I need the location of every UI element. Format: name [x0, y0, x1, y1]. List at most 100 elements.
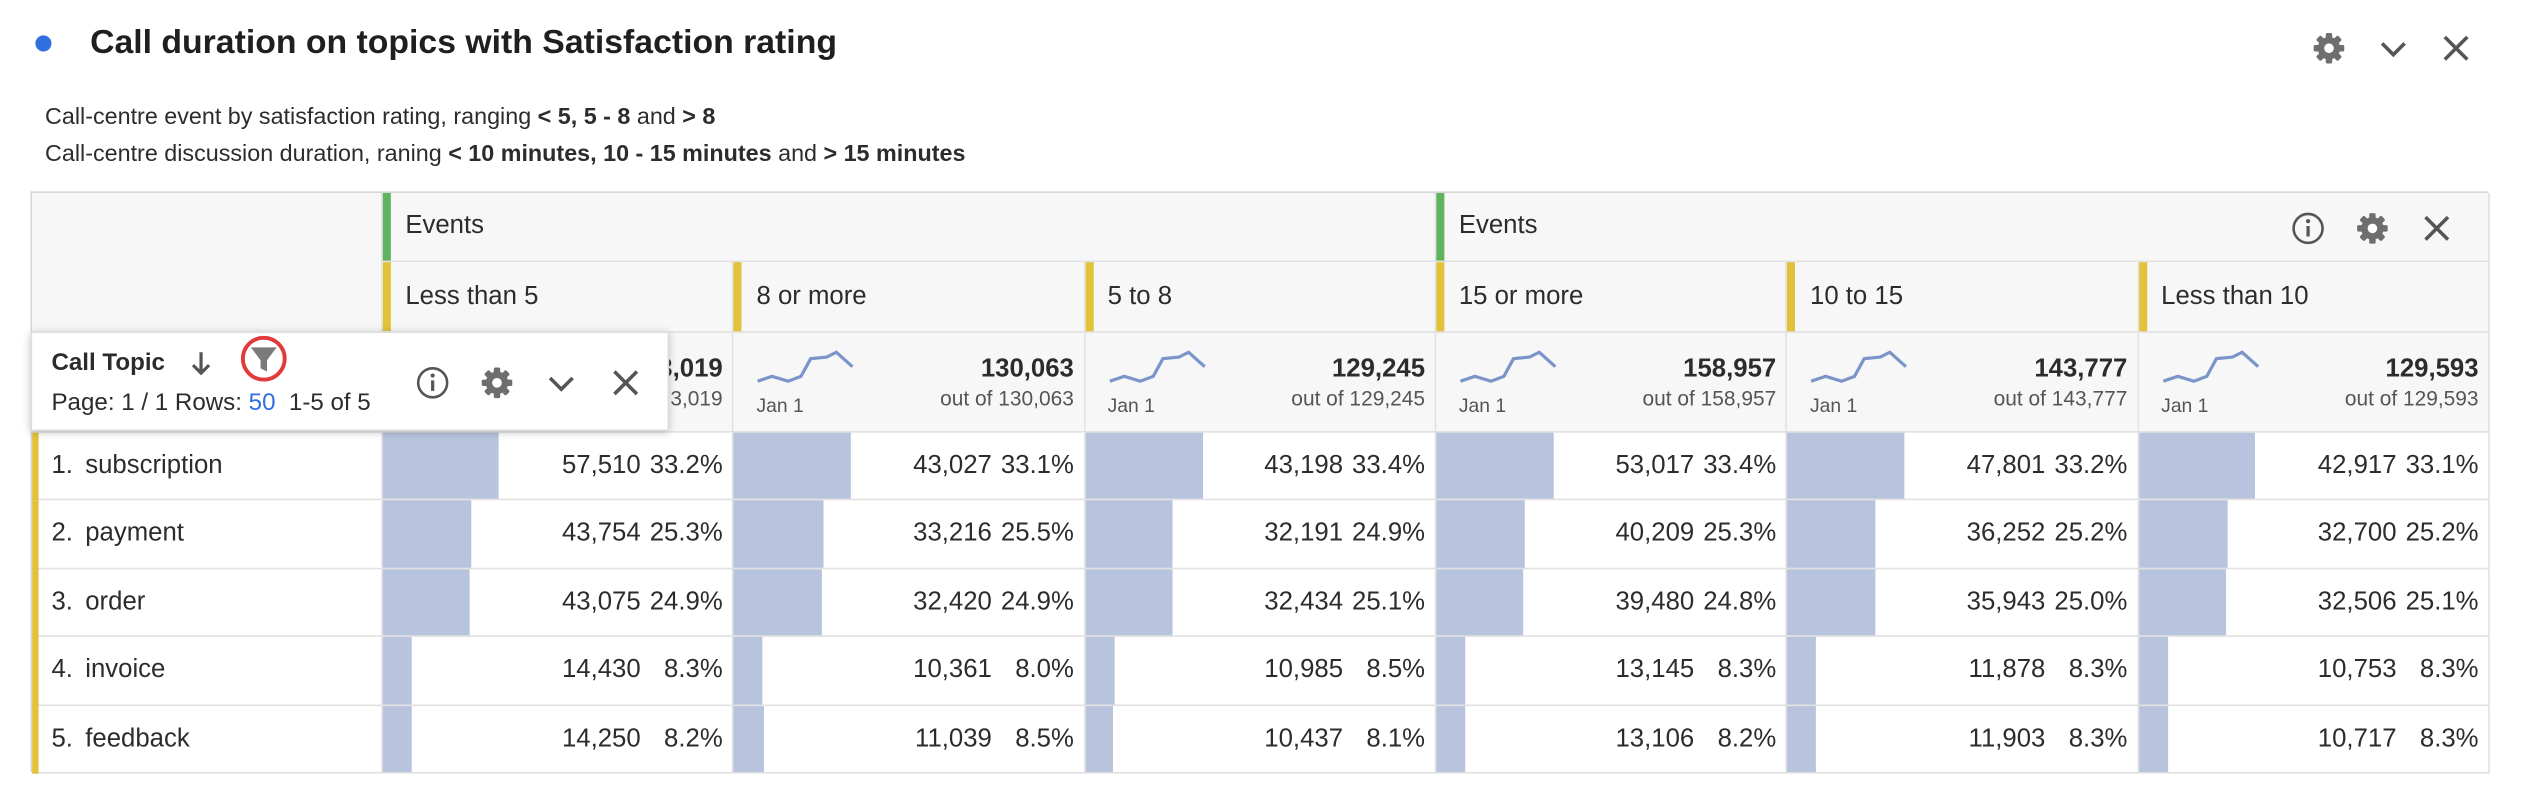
gear-icon[interactable]	[2311, 31, 2346, 66]
dimension-popup: Call Topic Page: 1 / 1 Rows: 50 1-5 of 5	[30, 331, 670, 432]
share-bar	[382, 432, 500, 500]
total-out-of: out of 129,245	[1291, 386, 1426, 411]
gear-icon[interactable]	[479, 365, 514, 400]
column-color-bar	[733, 262, 743, 332]
column-label: Less than 10	[2161, 283, 2309, 311]
share-bar	[2138, 432, 2255, 500]
cell-value: 43,027	[913, 451, 992, 480]
row-label: invoice	[85, 656, 166, 684]
cell-value: 10,717	[2317, 724, 2397, 753]
data-cell: 43,198 33.4%	[1085, 432, 1437, 501]
data-cell: 10,437 8.1%	[1085, 705, 1437, 774]
column-header: 15 or more	[1436, 262, 1788, 333]
sparkline-start: Jan 1	[1458, 394, 1507, 417]
sparkline-start: Jan 1	[1810, 394, 1858, 417]
cell-share: 24.9%	[1352, 520, 1426, 548]
description-text: and	[771, 141, 824, 168]
row-label: feedback	[85, 724, 190, 753]
cell-value: 10,985	[1264, 656, 1344, 684]
cell-value: 43,075	[561, 588, 641, 616]
column-label: 15 or more	[1458, 283, 1584, 311]
share-bar	[2138, 500, 2228, 568]
filter-icon[interactable]	[240, 335, 288, 383]
cell-share: 8.3%	[2419, 724, 2479, 753]
cell-value: 32,191	[1264, 520, 1344, 548]
cell-value: 10,437	[1264, 724, 1344, 753]
data-cell: 36,252 25.2%	[1787, 500, 2139, 570]
column-total: Jan 1 130,063 out of 130,063	[733, 332, 1086, 433]
cell-share: 8.3%	[2068, 656, 2128, 684]
column-label: 8 or more	[756, 283, 867, 311]
data-cell: 43,075 24.9%	[382, 569, 734, 638]
row-header: 4. invoice	[32, 637, 383, 706]
chevron-icon[interactable]	[2376, 31, 2411, 66]
share-bar	[382, 500, 472, 568]
description-line: Call-centre event by satisfaction rating…	[45, 100, 965, 137]
cell-value: 43,198	[1264, 451, 1344, 480]
cell-share: 25.2%	[2405, 520, 2479, 548]
share-bar	[2138, 637, 2168, 704]
cell-share: 8.3%	[2419, 656, 2479, 684]
cell-value: 32,420	[913, 588, 992, 616]
share-bar	[382, 569, 471, 636]
cell-share: 8.0%	[1015, 656, 1074, 684]
share-bar	[733, 569, 822, 636]
arrow-icon[interactable]	[183, 346, 218, 381]
sparkline-start: Jan 1	[1107, 394, 1155, 417]
cell-value: 11,878	[1968, 656, 2046, 684]
row-label: payment	[85, 520, 184, 548]
rows-value[interactable]: 50	[248, 389, 276, 417]
column-total: Jan 1 129,245 out of 129,245	[1085, 332, 1437, 433]
cell-value: 47,801	[1966, 451, 2046, 480]
column-label: Less than 5	[405, 283, 539, 311]
data-cell: 14,430 8.3%	[382, 637, 734, 706]
data-cell: 32,434 25.1%	[1085, 569, 1437, 638]
data-cell: 42,917 33.1%	[2138, 432, 2490, 501]
data-cell: 47,801 33.2%	[1787, 432, 2139, 501]
dimension-name: Call Topic	[51, 349, 165, 377]
share-bar	[1085, 569, 1174, 636]
sparkline-start: Jan 1	[2161, 394, 2209, 417]
column-label: 10 to 15	[1810, 283, 1904, 311]
row-header: 2. payment	[32, 500, 383, 570]
share-bar	[1436, 637, 1466, 704]
column-label: 5 to 8	[1107, 283, 1173, 311]
total-out-of: out of 143,777	[1993, 386, 2128, 411]
close-icon[interactable]	[608, 365, 643, 400]
group-label: Events	[1458, 212, 1538, 240]
description-line: Call-centre discussion duration, raning …	[45, 137, 965, 174]
gear-icon[interactable]	[2355, 211, 2390, 246]
column-header: Less than 5	[382, 262, 734, 333]
data-cell: 33,216 25.5%	[733, 500, 1086, 570]
data-cell: 13,106 8.2%	[1436, 705, 1788, 774]
cell-value: 10,753	[2317, 656, 2397, 684]
close-icon[interactable]	[2419, 211, 2454, 246]
cell-share: 8.5%	[1015, 724, 1074, 753]
data-cell: 32,420 24.9%	[733, 569, 1086, 638]
data-cell: 32,700 25.2%	[2138, 500, 2490, 570]
column-total: Jan 1 143,777 out of 143,777	[1787, 332, 2139, 433]
column-total: Jan 1 158,957 out of 158,957	[1436, 332, 1788, 433]
info-icon[interactable]	[415, 365, 450, 400]
close-icon[interactable]	[2438, 31, 2473, 66]
data-cell: 43,754 25.3%	[382, 500, 734, 570]
row-rank: 4.	[51, 656, 73, 684]
cell-share: 25.3%	[1703, 520, 1777, 548]
row-rank: 1.	[51, 451, 73, 480]
cell-share: 25.0%	[2054, 588, 2128, 616]
description-text: > 8	[682, 104, 716, 131]
panel-title: Call duration on topics with Satisfactio…	[90, 24, 837, 62]
cell-value: 14,430	[561, 656, 641, 684]
chevron-icon[interactable]	[544, 365, 579, 400]
sparkline	[756, 346, 856, 388]
info-icon[interactable]	[2290, 211, 2325, 246]
cell-share: 8.3%	[1717, 656, 1777, 684]
total-value: 158,957	[1683, 355, 1777, 383]
row-label: order	[85, 588, 146, 616]
share-bar	[733, 637, 763, 704]
sparkline	[1108, 346, 1208, 388]
data-cell: 11,039 8.5%	[733, 705, 1086, 774]
data-cell: 14,250 8.2%	[382, 705, 734, 774]
column-total: Jan 1 129,593 out of 129,593	[2138, 332, 2490, 433]
